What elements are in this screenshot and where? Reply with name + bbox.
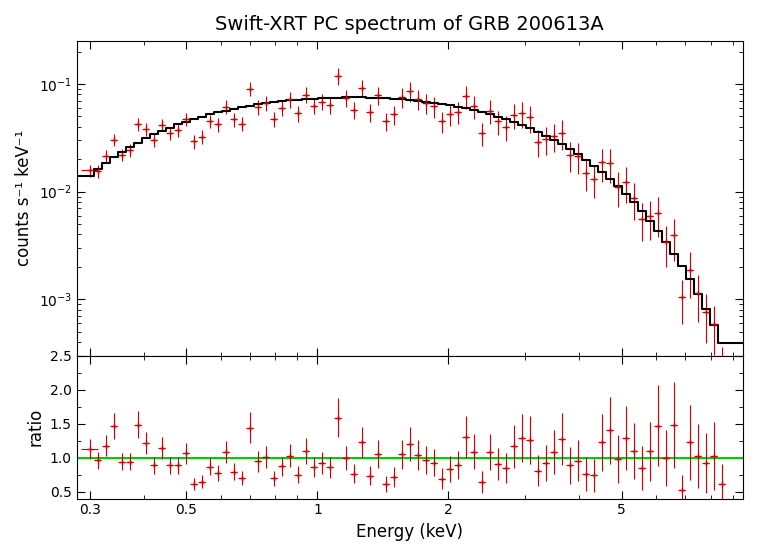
X-axis label: Energy (keV): Energy (keV) <box>356 523 463 541</box>
Y-axis label: counts s⁻¹ keV⁻¹: counts s⁻¹ keV⁻¹ <box>15 130 33 266</box>
Y-axis label: ratio: ratio <box>27 408 44 446</box>
Title: Swift-XRT PC spectrum of GRB 200613A: Swift-XRT PC spectrum of GRB 200613A <box>215 15 604 34</box>
